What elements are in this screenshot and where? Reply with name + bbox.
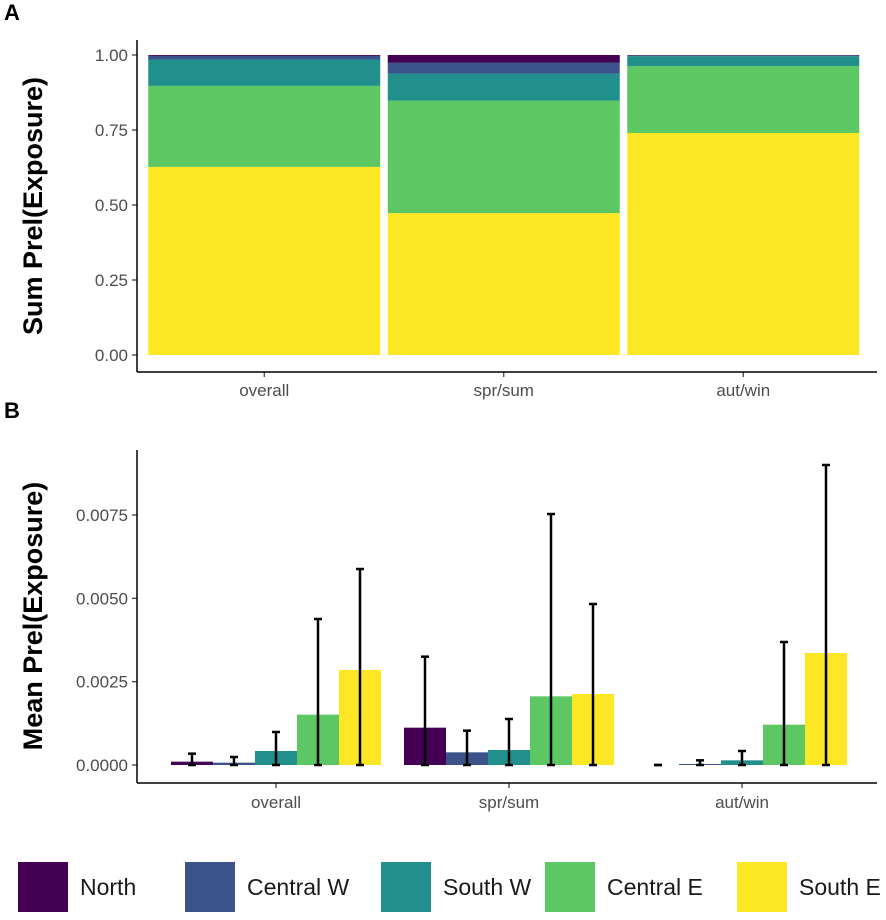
bar-a-south-e	[148, 166, 381, 355]
legend-swatch-central-w	[185, 862, 235, 912]
bar-a-south-w	[627, 56, 860, 67]
legend-swatch-south-w	[381, 862, 431, 912]
bar-a-north	[148, 55, 381, 56]
panel-b-label: B	[4, 398, 20, 423]
legend-label: Central W	[247, 874, 350, 900]
bar-a-south-w	[148, 59, 381, 86]
legend-label: Central E	[607, 874, 703, 900]
legend-swatch-north	[18, 862, 68, 912]
panel-a-y-title: Sum Prel(Exposure)	[18, 77, 48, 335]
y-tick-label-a: 0.75	[95, 121, 128, 140]
x-tick-label-a: aut/win	[716, 381, 770, 400]
y-tick-label-a: 0.00	[95, 346, 128, 365]
bar-a-south-w	[387, 73, 620, 101]
bar-a-central-e	[387, 100, 620, 214]
bar-a-central-w	[627, 55, 860, 57]
y-tick-label-b: 0.0000	[76, 756, 128, 775]
legend-label: South E	[799, 874, 881, 900]
x-tick-label-b: spr/sum	[479, 793, 539, 812]
y-tick-label-b: 0.0075	[76, 506, 128, 525]
bar-a-central-w	[387, 62, 620, 74]
y-tick-label-a: 0.50	[95, 196, 128, 215]
bar-a-south-e	[627, 133, 860, 355]
legend-swatch-central-e	[545, 862, 595, 912]
panel-b-y-title: Mean Prel(Exposure)	[18, 482, 48, 751]
panel-a-label: A	[4, 0, 20, 25]
bar-a-south-e	[387, 213, 620, 355]
bar-a-central-e	[627, 66, 860, 133]
legend-label: North	[80, 874, 136, 900]
y-tick-label-b: 0.0050	[76, 589, 128, 608]
legend-label: South W	[443, 874, 531, 900]
x-tick-label-b: overall	[251, 793, 301, 812]
bar-a-central-e	[148, 85, 381, 167]
bar-a-central-w	[148, 55, 381, 60]
x-tick-label-b: aut/win	[715, 793, 769, 812]
x-tick-label-a: spr/sum	[474, 381, 534, 400]
legend-swatch-south-e	[737, 862, 787, 912]
y-tick-label-b: 0.0025	[76, 673, 128, 692]
y-tick-label-a: 1.00	[95, 46, 128, 65]
x-tick-label-a: overall	[239, 381, 289, 400]
y-tick-label-a: 0.25	[95, 271, 128, 290]
bar-a-north	[387, 55, 620, 63]
